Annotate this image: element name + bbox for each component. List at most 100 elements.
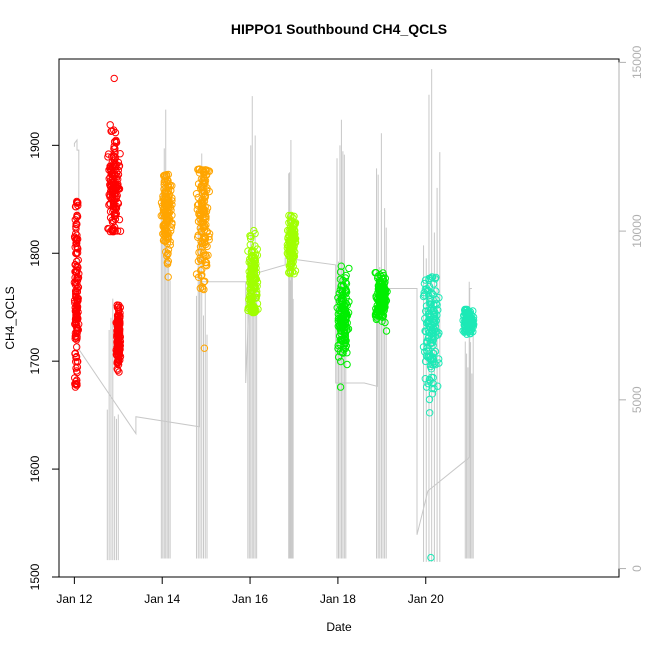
data-point	[460, 328, 469, 336]
data-point	[336, 275, 345, 283]
data-point	[251, 275, 259, 284]
data-point	[108, 170, 117, 178]
data-point	[114, 303, 122, 311]
data-point	[71, 303, 80, 312]
data-point	[73, 212, 82, 221]
data-point	[115, 330, 124, 338]
data-point	[110, 202, 119, 210]
data-point	[248, 308, 257, 316]
data-point	[110, 168, 119, 177]
data-point	[345, 264, 353, 273]
data-point	[165, 183, 173, 192]
data-point	[286, 260, 294, 268]
data-point	[200, 226, 209, 234]
data-point	[113, 359, 121, 367]
data-point	[197, 199, 206, 207]
data-point	[422, 383, 431, 391]
data-point	[193, 201, 202, 209]
data-point	[73, 343, 81, 351]
data-point	[202, 261, 210, 269]
data-point	[334, 353, 343, 361]
data-point	[343, 312, 351, 320]
data-point	[429, 379, 437, 388]
data-point	[338, 348, 346, 357]
data-point	[109, 225, 118, 233]
data-point	[432, 287, 440, 295]
data-point	[427, 553, 435, 562]
data-point	[421, 276, 430, 284]
data-point	[107, 195, 116, 203]
y-tick-label: 1800	[28, 240, 42, 267]
data-point	[71, 350, 79, 358]
data-point	[378, 313, 387, 321]
data-point	[429, 328, 437, 336]
data-point	[336, 268, 345, 276]
data-point	[73, 266, 81, 274]
data-point	[203, 262, 211, 270]
y-axis-right: 0 5000 10000 15000	[618, 45, 644, 572]
data-point	[252, 260, 260, 268]
y2-tick-label: 5000	[630, 386, 644, 413]
data-point	[73, 249, 82, 257]
data-point	[113, 365, 121, 373]
data-point	[380, 271, 388, 280]
data-point	[198, 186, 207, 194]
data-point	[335, 321, 344, 329]
data-point	[339, 349, 347, 357]
data-point	[342, 287, 350, 295]
data-point	[289, 230, 297, 238]
y2-tick-label: 0	[630, 565, 644, 572]
data-point	[106, 163, 115, 171]
data-point	[105, 201, 113, 209]
data-point	[288, 225, 297, 233]
data-point	[162, 220, 170, 229]
data-point	[195, 169, 204, 177]
data-point	[287, 247, 295, 255]
x-tick-label: Jan 20	[408, 592, 444, 606]
data-point	[200, 344, 209, 352]
y-tick-label: 1700	[28, 347, 42, 374]
data-point	[115, 344, 124, 352]
data-point	[247, 284, 255, 292]
data-point	[288, 217, 296, 225]
data-point	[252, 293, 260, 302]
data-point	[198, 196, 206, 204]
data-point	[339, 300, 347, 308]
data-point	[166, 181, 175, 190]
data-point	[425, 309, 433, 317]
data-point	[112, 137, 120, 146]
data-point	[162, 230, 171, 239]
data-point	[425, 317, 433, 326]
data-point	[248, 251, 256, 260]
data-point	[72, 213, 81, 222]
data-point	[246, 299, 254, 307]
data-point	[116, 150, 124, 158]
data-point	[287, 226, 296, 234]
data-point	[114, 348, 123, 356]
data-point	[425, 395, 434, 404]
data-point	[198, 285, 207, 293]
data-point	[426, 409, 434, 417]
data-point	[114, 321, 122, 329]
data-point	[75, 320, 83, 328]
data-point	[70, 296, 79, 305]
data-point	[337, 357, 345, 366]
data-point	[378, 285, 386, 294]
data-point	[164, 257, 173, 265]
data-point	[111, 227, 119, 235]
data-point	[113, 227, 122, 235]
data-point	[341, 336, 349, 344]
data-point	[160, 172, 168, 180]
data-point	[286, 237, 295, 245]
data-point	[435, 294, 443, 302]
data-point	[422, 302, 431, 310]
data-point	[71, 287, 80, 295]
x-tick-label: Jan 12	[56, 592, 92, 606]
data-point	[425, 312, 433, 321]
data-point	[201, 277, 209, 285]
data-point	[73, 268, 81, 276]
data-point	[73, 313, 81, 321]
data-point	[421, 375, 429, 383]
y-tick-label: 1600	[28, 455, 42, 482]
